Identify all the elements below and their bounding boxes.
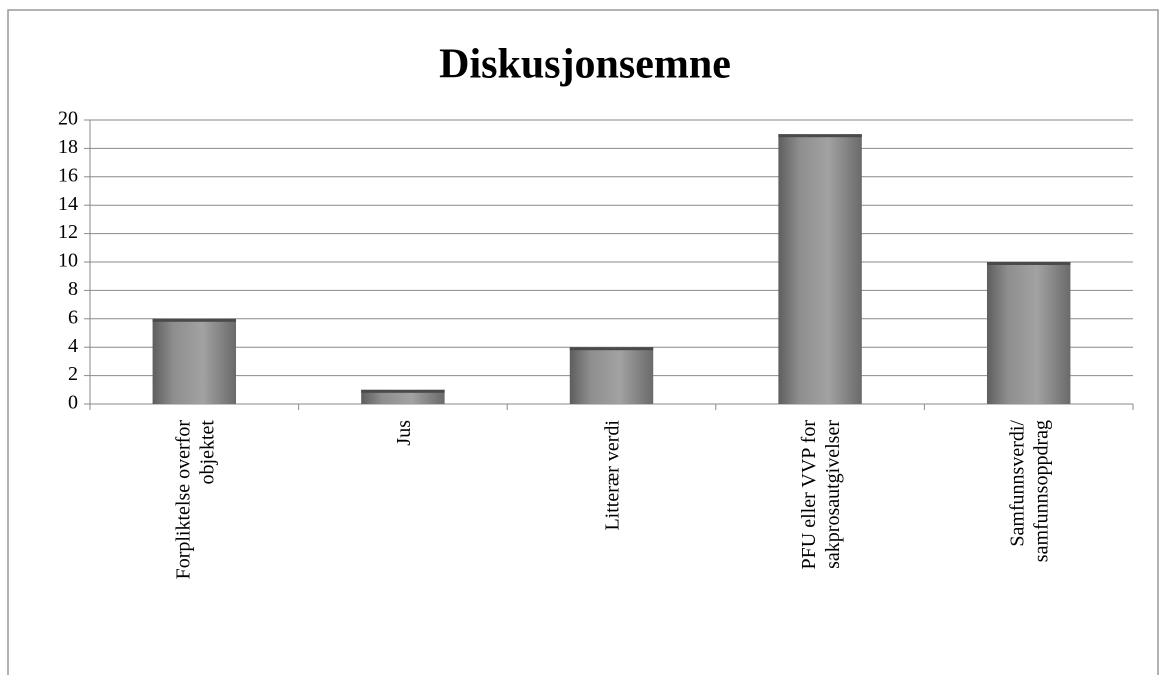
- bar-top: [361, 389, 445, 393]
- y-tick-label: 2: [68, 363, 78, 385]
- bar-top: [986, 262, 1071, 265]
- bar-top: [152, 318, 237, 322]
- y-tick-label: 0: [68, 392, 78, 414]
- y-tick-label: 16: [58, 164, 78, 186]
- bar: [986, 262, 1071, 404]
- y-tick-label: 20: [58, 108, 78, 130]
- y-tick-label: 18: [58, 136, 78, 158]
- y-tick-label: 6: [68, 306, 78, 328]
- bar: [152, 318, 237, 404]
- bar: [778, 134, 862, 404]
- chart-title: Diskusjonsemne: [439, 42, 731, 88]
- y-tick-label: 10: [58, 250, 78, 272]
- y-tick-label: 14: [58, 193, 78, 215]
- bar-top: [569, 347, 654, 351]
- y-tick-label: 4: [68, 335, 78, 357]
- x-tick-label: PFU eller VVP for sakprosautgivelser: [798, 420, 844, 570]
- bar-top: [778, 134, 862, 138]
- chart-border: [7, 9, 1159, 675]
- x-tick-label: Forpliktelse overfor objektet: [172, 420, 218, 580]
- bar: [361, 389, 445, 404]
- y-tick-label: 12: [58, 221, 78, 243]
- y-tick-label: 8: [68, 278, 78, 300]
- x-tick-label: Jus: [393, 420, 415, 446]
- bar: [569, 347, 654, 404]
- x-tick-label: Litterær verdi: [602, 420, 624, 531]
- x-tick-label: Samfunnsverdi/samfunnsoppdrag: [1007, 420, 1053, 563]
